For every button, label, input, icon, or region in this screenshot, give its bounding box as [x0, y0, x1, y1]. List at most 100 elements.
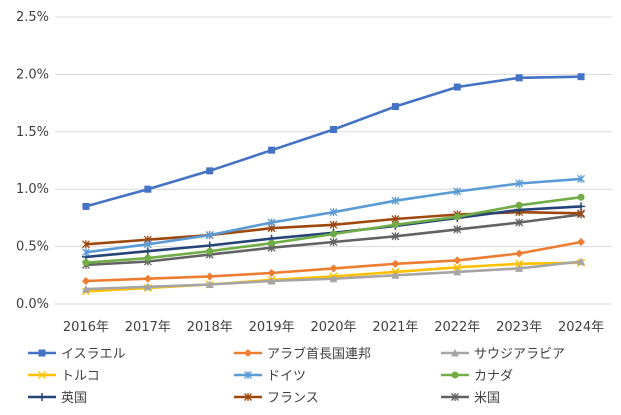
x-tick-label: 2018年 [187, 320, 233, 335]
data-point [268, 146, 276, 154]
series-group [82, 73, 585, 210]
legend-item: フランス [234, 391, 319, 406]
data-point [143, 274, 152, 283]
y-axis-ticks: 0.0% 0.5% 1.0% 1.5% 2.0% 2.5% [16, 10, 49, 312]
legend-item: 英国 [28, 391, 87, 406]
data-point [144, 185, 152, 193]
legend-item: サウジアラビア [441, 347, 565, 362]
data-point [205, 280, 214, 288]
data-point [330, 126, 337, 134]
data-point [451, 393, 459, 401]
data-point [391, 259, 400, 268]
data-point [391, 271, 400, 279]
data-point [329, 208, 338, 217]
data-point [453, 256, 462, 265]
data-point [391, 196, 400, 205]
data-point [577, 174, 586, 183]
x-tick-label: 2017年 [125, 320, 171, 335]
data-point [391, 221, 399, 229]
data-point [577, 209, 586, 218]
data-point [82, 259, 90, 267]
data-point [82, 202, 90, 210]
data-point [577, 257, 586, 266]
data-point [268, 239, 276, 247]
data-point [329, 238, 338, 247]
data-point [267, 218, 276, 227]
x-tick-label: 2016年 [63, 320, 109, 335]
legend-label: カナダ [474, 369, 513, 384]
data-point [515, 264, 524, 272]
data-point [81, 277, 90, 286]
data-point [577, 238, 586, 247]
legend-label: ドイツ [267, 369, 306, 384]
data-point [244, 349, 252, 357]
legend-item: ドイツ [234, 369, 306, 384]
data-point [244, 393, 252, 401]
x-axis-ticks: 2016年 2017年 2018年 2019年 2020年 2021年 2022年 2023年… [63, 320, 604, 335]
data-point [391, 232, 400, 241]
data-point [329, 220, 338, 229]
series-group [81, 257, 586, 293]
legend-label: イスラエル [61, 347, 126, 362]
series-group [81, 174, 586, 257]
series-group [81, 238, 586, 286]
series-lines [81, 73, 586, 296]
data-point [81, 240, 90, 249]
data-point [453, 225, 462, 234]
data-point [515, 74, 523, 82]
y-tick-label: 1.0% [16, 182, 49, 197]
x-tick-label: 2022年 [434, 320, 480, 335]
data-point [37, 370, 47, 380]
data-point [81, 285, 90, 293]
data-point [267, 277, 276, 285]
data-point [81, 248, 90, 257]
data-point [205, 231, 214, 240]
legend-label: 英国 [61, 391, 87, 406]
x-tick-label: 2020年 [310, 320, 356, 335]
legend-label: 米国 [474, 391, 500, 406]
data-point [143, 247, 152, 256]
y-tick-label: 2.5% [16, 10, 49, 25]
data-point [577, 193, 585, 201]
data-point [329, 274, 338, 283]
legend-item: アラブ首長国連邦 [234, 346, 371, 362]
data-point [38, 349, 46, 357]
series-line [84, 75, 583, 208]
data-point [330, 230, 337, 238]
data-point [453, 83, 461, 91]
legend-label: トルコ [61, 369, 100, 384]
data-point [577, 73, 585, 81]
x-tick-label: 2021年 [372, 320, 418, 335]
data-point [515, 218, 524, 227]
data-point [453, 187, 462, 196]
y-tick-label: 0.5% [16, 240, 49, 255]
data-point [38, 393, 46, 401]
legend-label: アラブ首長国連邦 [267, 346, 371, 362]
x-tick-label: 2023年 [496, 320, 542, 335]
data-point [515, 201, 523, 209]
y-tick-label: 1.5% [16, 125, 49, 140]
data-point [451, 371, 459, 379]
data-point [206, 247, 214, 255]
data-point [453, 213, 461, 221]
data-point [515, 259, 524, 268]
x-tick-label: 2019年 [249, 320, 295, 335]
data-point [577, 202, 586, 211]
data-point [143, 240, 152, 249]
y-tick-label: 0.0% [16, 297, 49, 312]
data-point [515, 249, 524, 258]
data-point [206, 167, 214, 175]
legend-item: トルコ [28, 369, 100, 384]
data-point [329, 264, 338, 273]
data-point [515, 179, 524, 188]
legend-label: フランス [267, 391, 319, 406]
data-point [143, 282, 152, 291]
data-point [205, 272, 214, 281]
legend-item: 米国 [441, 391, 500, 406]
data-point [453, 267, 462, 276]
data-point [453, 263, 462, 272]
legend-label: サウジアラビア [474, 347, 565, 362]
